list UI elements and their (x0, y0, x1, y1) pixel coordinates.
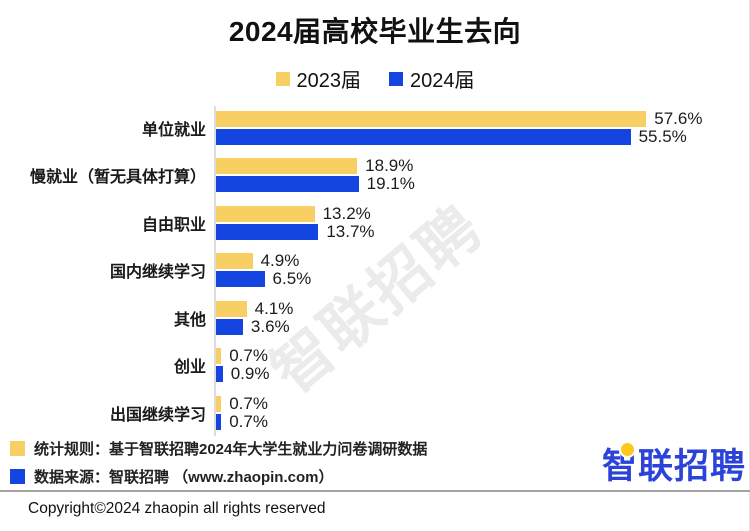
bar-group: 18.9% 19.1% (216, 156, 415, 194)
value-label: 0.7% (229, 393, 268, 413)
bar-group: 0.7% 0.9% (216, 346, 269, 384)
bar-2024届 (216, 128, 631, 145)
bar-group: 4.9% 6.5% (216, 251, 311, 289)
footnote-text-stat-rule: 统计规则：基于智联招聘2024年大学生就业力问卷调研数据 (34, 441, 428, 458)
category-label: 出国继续学习 (109, 406, 206, 424)
legend-label-2023: 2023届 (296, 70, 362, 92)
chart-rows: 单位就业 57.6% 55.5% 慢就业（暂无具体打算） 18.9% 19.1% 自由职业 1… (0, 104, 750, 437)
bar-row: 自由职业 13.2% 13.7% (0, 199, 750, 247)
bar-2024届 (216, 271, 265, 288)
bar-row: 慢就业（暂无具体打算） 18.9% 19.1% (0, 152, 750, 200)
bar-2023届 (216, 205, 315, 222)
divider (0, 490, 750, 492)
bar-2024届 (216, 223, 319, 240)
bar-2024届 (216, 366, 223, 383)
value-label: 19.1% (366, 174, 415, 194)
bar-group: 13.2% 13.7% (216, 204, 375, 242)
value-label: 57.6% (654, 108, 703, 128)
value-label: 3.6% (250, 316, 290, 336)
bar-2024届 (216, 318, 243, 335)
bar-row: 单位就业 57.6% 55.5% (0, 104, 750, 152)
bar-2023届 (216, 110, 647, 127)
bar-2023届 (216, 253, 253, 270)
legend-item-2024: 2024届 (389, 64, 475, 93)
value-label: 6.5% (272, 269, 312, 289)
bar-2023届 (216, 348, 222, 365)
bar-row: 出国继续学习 0.7% 0.7% (0, 389, 750, 437)
value-label: 55.5% (638, 126, 687, 146)
bar-row: 国内继续学习 4.9% 6.5% (0, 247, 750, 295)
legend-item-2023: 2023届 (275, 64, 362, 93)
category-label: 单位就业 (141, 121, 206, 139)
footnotes: 统计规则：基于智联招聘2024年大学生就业力问卷调研数据 数据来源：智联招聘 （… (10, 438, 427, 494)
zhaopin-logo-dot-icon (619, 441, 636, 458)
bar-2023届 (216, 300, 247, 317)
bar-2023届 (216, 395, 222, 412)
value-label: 4.9% (260, 251, 300, 271)
bar-group: 4.1% 3.6% (216, 299, 293, 337)
bar-2024届 (216, 413, 222, 430)
axis-line (214, 106, 216, 436)
bar-2024届 (216, 176, 359, 193)
legend-label-2024: 2024届 (410, 70, 475, 92)
legend-swatch-2024-icon (389, 71, 403, 86)
copyright-text: Copyright©2024 zhaopin all rights reserv… (28, 500, 326, 517)
bar-group: 57.6% 55.5% (216, 109, 702, 147)
value-label: 4.1% (254, 298, 294, 318)
value-label: 18.9% (365, 156, 414, 176)
value-label: 0.9% (230, 364, 270, 384)
category-label: 创业 (173, 359, 206, 377)
value-label: 13.7% (326, 221, 375, 241)
zhaopin-logo: 智联招聘 (602, 438, 746, 489)
value-label: 0.7% (229, 346, 268, 366)
legend: 2023届 2024届 (0, 64, 750, 93)
category-label: 自由职业 (141, 216, 206, 234)
footnote-swatch-yellow-icon (10, 441, 25, 456)
bar-2023届 (216, 158, 358, 175)
footnote-row-data-source: 数据来源：智联招聘 （www.zhaopin.com） (10, 466, 427, 487)
footnote-text-data-source: 数据来源：智联招聘 （www.zhaopin.com） (34, 469, 334, 486)
bar-row: 创业 0.7% 0.9% (0, 342, 750, 390)
value-label: 0.7% (229, 411, 268, 431)
value-label: 13.2% (322, 203, 371, 223)
bar-group: 0.7% 0.7% (216, 394, 268, 432)
footnote-row-stat-rule: 统计规则：基于智联招聘2024年大学生就业力问卷调研数据 (10, 438, 427, 459)
bar-row: 其他 4.1% 3.6% (0, 294, 750, 342)
footnote-swatch-blue-icon (10, 469, 25, 484)
category-label: 慢就业（暂无具体打算） (29, 169, 206, 187)
category-label: 其他 (173, 311, 206, 329)
legend-swatch-2023-icon (275, 71, 290, 86)
category-label: 国内继续学习 (109, 264, 206, 282)
page-title: 2024届高校毕业生去向 (228, 16, 522, 47)
bar-chart: 单位就业 57.6% 55.5% 慢就业（暂无具体打算） 18.9% 19.1% 自由职业 1… (0, 104, 750, 438)
